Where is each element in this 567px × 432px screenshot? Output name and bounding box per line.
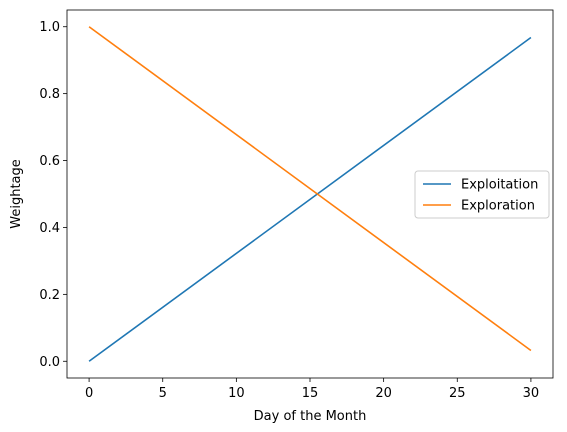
y-tick-label: 0.0: [39, 355, 60, 370]
y-tick-label: 0.6: [39, 154, 60, 169]
x-tick-label: 20: [375, 386, 392, 401]
plot-frame: [66, 9, 554, 379]
x-tick-label: 0: [85, 386, 93, 401]
y-tick-label: 0.2: [39, 288, 60, 303]
x-axis-ticks: 0 5 10 15 20 25 30: [85, 378, 539, 401]
y-axis-ticks: 0.0 0.2 0.4 0.6 0.8 1.0: [39, 20, 67, 370]
legend-label-exploitation: Exploitation: [461, 178, 538, 193]
y-tick-label: 0.4: [39, 221, 60, 236]
x-tick-label: 10: [228, 386, 245, 401]
legend: Exploitation Exploration: [414, 170, 550, 219]
x-tick-label: 25: [449, 386, 466, 401]
legend-box: [414, 170, 550, 219]
x-tick-label: 15: [302, 386, 319, 401]
y-tick-label: 0.8: [39, 87, 60, 102]
x-axis-label: Day of the Month: [254, 409, 367, 424]
series-line-exploitation: [88, 36, 532, 362]
x-tick-label: 5: [159, 386, 167, 401]
series-line-exploration: [88, 26, 532, 352]
y-axis-label: Weightage: [9, 159, 24, 229]
x-tick-label: 30: [523, 386, 540, 401]
legend-label-exploration: Exploration: [461, 199, 535, 214]
y-tick-label: 1.0: [39, 20, 60, 35]
series-layer: [88, 26, 532, 362]
